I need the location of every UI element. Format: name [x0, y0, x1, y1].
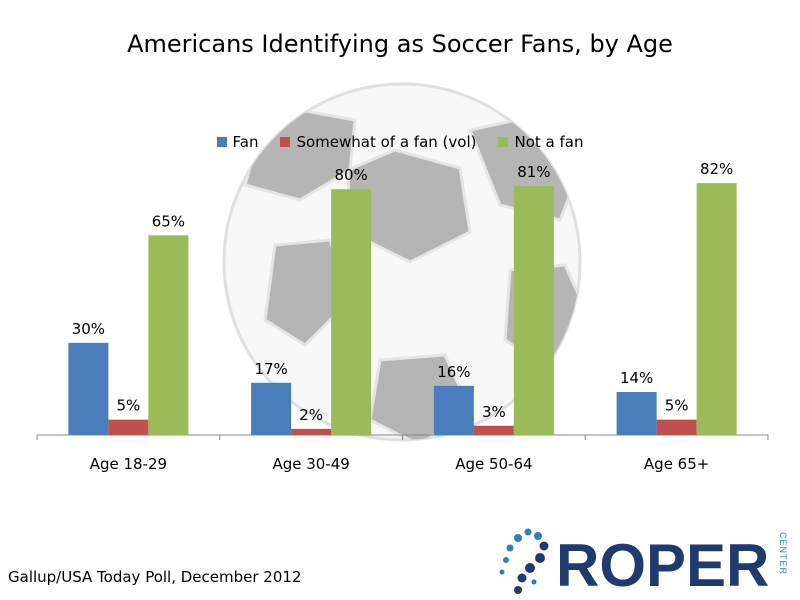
data-label: 5%	[116, 397, 140, 415]
bar-somewhat-of-a-fan-vol--age-65-	[656, 419, 697, 435]
data-label: 17%	[254, 360, 287, 378]
legend-label-fan: Fan	[232, 133, 259, 151]
bar-not-a-fan-age-18-29	[148, 235, 189, 435]
roper-center-logo: ROPER CENTER	[499, 528, 788, 599]
data-label: 2%	[299, 406, 323, 424]
legend-item-somewhat: Somewhat of a fan (vol)	[280, 133, 476, 151]
data-label: 81%	[517, 163, 550, 181]
category-label: Age 18-29	[90, 455, 167, 473]
data-label: 80%	[334, 166, 367, 184]
data-label: 3%	[482, 403, 506, 421]
legend-swatch-fan	[216, 137, 227, 147]
legend: Fan Somewhat of a fan (vol) Not a fan	[0, 133, 800, 151]
category-label: Age 30-49	[272, 455, 349, 473]
bar-somewhat-of-a-fan-vol--age-30-49	[291, 428, 332, 435]
category-label: Age 50-64	[455, 455, 532, 473]
bar-not-a-fan-age-30-49	[331, 189, 372, 435]
data-label: 30%	[72, 320, 105, 338]
data-label: 14%	[620, 369, 653, 387]
x-axis-ticks	[36, 435, 769, 440]
source-note: Gallup/USA Today Poll, December 2012	[8, 568, 302, 586]
category-label: Age 65+	[644, 455, 709, 473]
bar-fan-age-18-29	[68, 342, 109, 435]
bar-fan-age-65-	[616, 391, 657, 435]
data-label: 16%	[437, 363, 470, 381]
data-label: 5%	[665, 397, 689, 415]
category-labels-group: Age 18-29 Age 30-49 Age 50-64 Age 65+	[90, 455, 710, 473]
bar-fan-age-30-49	[251, 382, 292, 435]
legend-label-somewhat: Somewhat of a fan (vol)	[296, 133, 477, 151]
bar-fan-age-50-64	[433, 385, 474, 435]
legend-label-not-fan: Not a fan	[514, 133, 584, 151]
bar-not-a-fan-age-50-64	[513, 186, 554, 435]
bar-series-group	[68, 183, 737, 435]
chart-title: Americans Identifying as Soccer Fans, by…	[127, 30, 673, 58]
legend-swatch-somewhat	[280, 137, 291, 147]
legend-item-fan: Fan	[216, 133, 259, 151]
roper-dots-icon	[499, 528, 549, 594]
legend-swatch-not-fan	[498, 137, 509, 147]
data-labels-group: 30% 5% 65% 17% 2% 80% 16% 3% 81% 14% 5% 82%	[72, 160, 734, 424]
bar-somewhat-of-a-fan-vol--age-50-64	[473, 425, 514, 435]
data-label: 82%	[700, 160, 733, 178]
roper-logo-subtext: CENTER	[778, 532, 788, 575]
bar-somewhat-of-a-fan-vol--age-18-29	[108, 419, 149, 435]
bar-not-a-fan-age-65-	[696, 183, 737, 435]
roper-logo-text: ROPER	[556, 532, 769, 599]
data-label: 65%	[152, 212, 185, 230]
legend-item-not-fan: Not a fan	[498, 133, 583, 151]
